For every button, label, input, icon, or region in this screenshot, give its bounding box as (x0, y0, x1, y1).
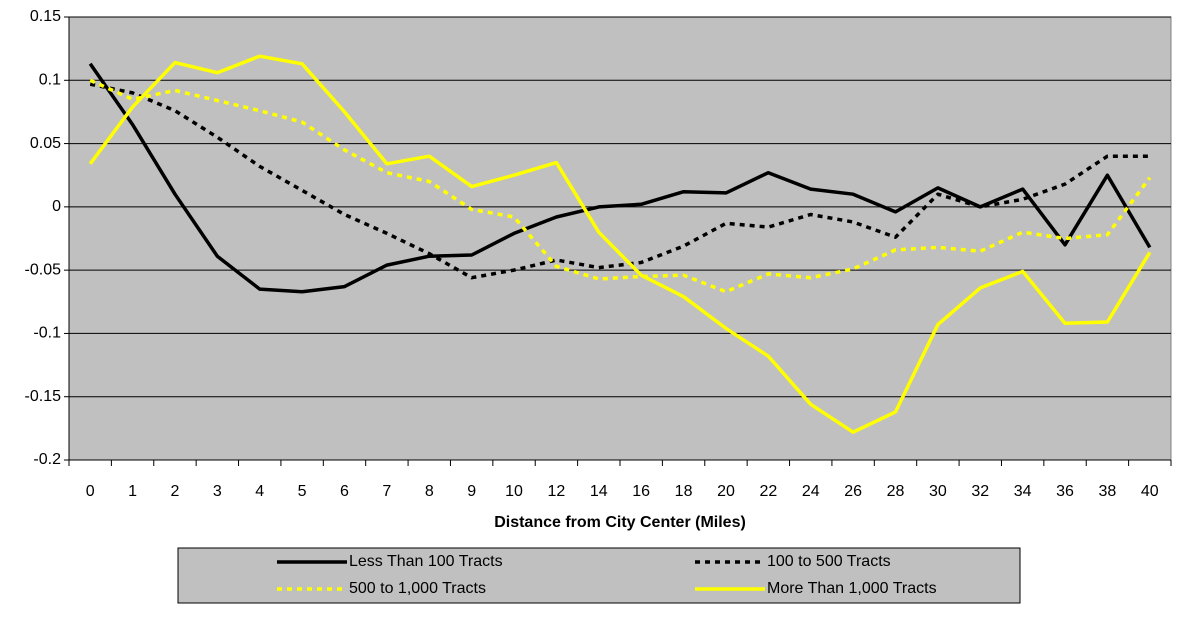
legend-label: 100 to 500 Tracts (767, 553, 891, 570)
x-tick-label: 16 (632, 483, 650, 500)
x-tick-label: 10 (505, 483, 523, 500)
x-tick-label: 0 (86, 483, 95, 500)
x-tick-label: 40 (1141, 483, 1159, 500)
plot-area (68, 16, 1172, 461)
x-tick-label: 28 (887, 483, 905, 500)
x-tick-label: 24 (802, 483, 820, 500)
x-tick-label: 26 (844, 483, 862, 500)
x-tick-label: 9 (467, 483, 476, 500)
x-tick-label: 5 (298, 483, 307, 500)
y-tick-label: -0.2 (33, 451, 61, 468)
x-tick-label: 38 (1099, 483, 1117, 500)
series-line (88, 62, 1152, 294)
x-tick-label: 30 (929, 483, 947, 500)
x-tick-label: 7 (382, 483, 391, 500)
x-tick-label: 14 (590, 483, 608, 500)
y-tick-label: -0.1 (33, 325, 61, 342)
x-tick-label: 18 (675, 483, 693, 500)
series-line (89, 78, 1152, 294)
x-tick-label: 4 (255, 483, 264, 500)
x-tick-label: 34 (1014, 483, 1032, 500)
legend-label: 500 to 1,000 Tracts (349, 580, 486, 597)
y-tick-label: 0.15 (30, 8, 61, 25)
x-tick-label: 6 (340, 483, 349, 500)
legend-label: More Than 1,000 Tracts (767, 580, 937, 597)
y-tick-label: 0.1 (39, 72, 61, 89)
x-tick-label: 1 (128, 483, 137, 500)
x-tick-label: 32 (971, 483, 989, 500)
y-tick-label: -0.15 (25, 388, 62, 405)
series-line (88, 54, 1152, 434)
y-tick-label: 0.05 (30, 135, 61, 152)
legend-label: Less Than 100 Tracts (349, 553, 503, 570)
x-tick-label: 20 (717, 483, 735, 500)
x-tick-label: 36 (1056, 483, 1074, 500)
y-tick-label: -0.05 (25, 261, 62, 278)
series-line (89, 82, 1150, 280)
x-tick-label: 12 (548, 483, 566, 500)
x-tick-label: 2 (171, 483, 180, 500)
x-tick-label: 22 (759, 483, 777, 500)
x-tick-label: 8 (425, 483, 434, 500)
x-axis-label: Distance from City Center (Miles) (494, 514, 746, 531)
y-tick-label: 0 (52, 198, 61, 215)
legend-box (177, 547, 1021, 604)
x-tick-label: 3 (213, 483, 222, 500)
